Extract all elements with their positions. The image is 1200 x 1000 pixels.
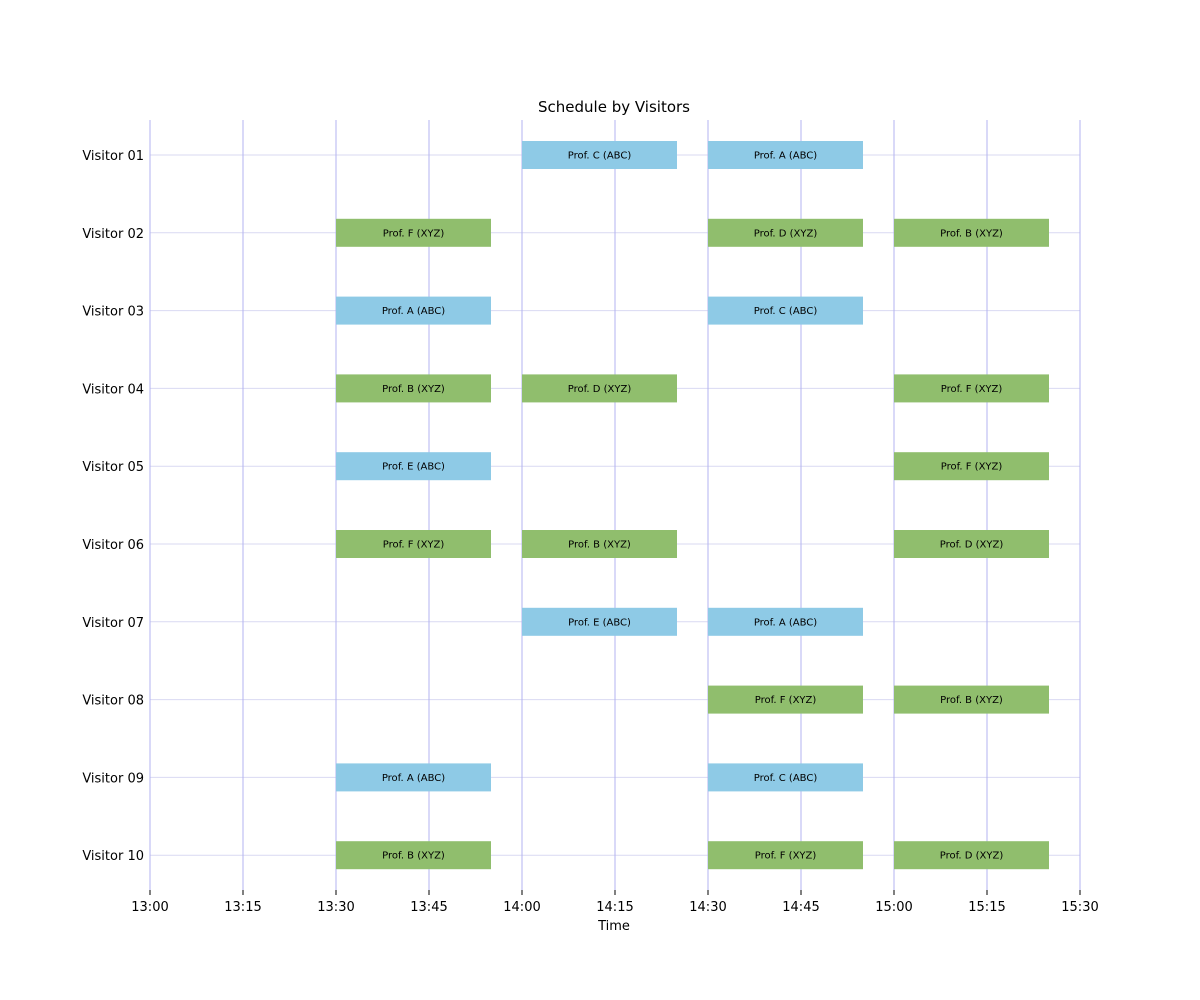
meeting-bar [708, 607, 863, 636]
meeting-bar [708, 841, 863, 870]
meeting-bar [336, 530, 491, 558]
meeting-label: Prof. A (ABC) [382, 773, 445, 784]
meeting-label: Prof. B (XYZ) [568, 540, 631, 551]
y-tick-label: Visitor 08 [82, 694, 144, 709]
meeting-bar [336, 841, 491, 870]
meeting-label: Prof. F (XYZ) [941, 462, 1003, 473]
meeting-bar [708, 763, 863, 792]
chart-title: Schedule by Visitors [538, 98, 690, 116]
meeting-label: Prof. B (XYZ) [940, 695, 1003, 706]
y-tick-label: Visitor 02 [82, 227, 144, 242]
x-axis-label: Time [597, 919, 630, 934]
meeting-bar [708, 685, 863, 714]
y-tick-label: Visitor 07 [82, 616, 144, 631]
meeting-label: Prof. A (ABC) [754, 617, 817, 628]
x-tick-label: 13:45 [410, 900, 447, 915]
meeting-bar [522, 141, 677, 169]
meeting-bar [336, 452, 491, 481]
y-tick-label: Visitor 03 [82, 305, 144, 320]
x-tick-label: 14:00 [503, 900, 540, 915]
meeting-bar [336, 763, 491, 792]
meeting-bar [336, 296, 491, 325]
meeting-bar [708, 296, 863, 325]
meeting-label: Prof. C (ABC) [568, 151, 632, 162]
meeting-bar [894, 685, 1049, 714]
meeting-label: Prof. D (XYZ) [568, 384, 632, 395]
meeting-label: Prof. D (XYZ) [754, 228, 818, 239]
meeting-bar [336, 218, 491, 247]
meeting-label: Prof. F (XYZ) [383, 228, 445, 239]
meeting-label: Prof. B (XYZ) [940, 228, 1003, 239]
y-tick-label: Visitor 05 [82, 460, 144, 475]
x-tick-label: 14:30 [689, 900, 726, 915]
y-tick-label: Visitor 01 [82, 149, 144, 164]
x-tick-label: 15:00 [875, 900, 912, 915]
x-tick-label: 13:30 [317, 900, 354, 915]
meeting-label: Prof. E (ABC) [382, 462, 445, 473]
meeting-label: Prof. B (XYZ) [382, 384, 445, 395]
x-tick-label: 14:15 [596, 900, 633, 915]
meeting-bar [708, 218, 863, 247]
x-tick-label: 13:00 [131, 900, 168, 915]
y-tick-label: Visitor 09 [82, 771, 144, 786]
meeting-label: Prof. D (XYZ) [940, 540, 1004, 551]
meeting-bar [522, 374, 677, 403]
meeting-label: Prof. D (XYZ) [940, 851, 1004, 862]
meeting-label: Prof. B (XYZ) [382, 851, 445, 862]
tick-layer: Visitor 01 Visitor 02 Visitor 03 Visitor 04… [82, 149, 1098, 915]
meeting-label: Prof. F (XYZ) [383, 540, 445, 551]
x-tick-label: 14:45 [782, 900, 819, 915]
bar-layer: Prof. C (ABC) Prof. A (ABC) Prof. F (XYZ) P… [336, 141, 1049, 870]
y-tick-label: Visitor 06 [82, 538, 144, 553]
x-tick-label: 13:15 [224, 900, 261, 915]
meeting-bar [708, 141, 863, 169]
meeting-bar [894, 374, 1049, 403]
meeting-label: Prof. F (XYZ) [941, 384, 1003, 395]
meeting-bar [522, 530, 677, 558]
y-tick-label: Visitor 10 [82, 849, 144, 864]
x-tick-label: 15:15 [968, 900, 1005, 915]
meeting-bar [522, 607, 677, 636]
meeting-bar [336, 374, 491, 403]
meeting-label: Prof. F (XYZ) [755, 851, 817, 862]
meeting-label: Prof. F (XYZ) [755, 695, 817, 706]
y-tick-label: Visitor 04 [82, 382, 144, 397]
meeting-bar [894, 218, 1049, 247]
meeting-bar [894, 841, 1049, 870]
meeting-label: Prof. A (ABC) [754, 151, 817, 162]
meeting-bar [894, 452, 1049, 481]
meeting-label: Prof. E (ABC) [568, 617, 631, 628]
x-tick-label: 15:30 [1061, 900, 1098, 915]
meeting-label: Prof. C (ABC) [754, 306, 818, 317]
meeting-bar [894, 530, 1049, 558]
meeting-label: Prof. A (ABC) [382, 306, 445, 317]
meeting-label: Prof. C (ABC) [754, 773, 818, 784]
